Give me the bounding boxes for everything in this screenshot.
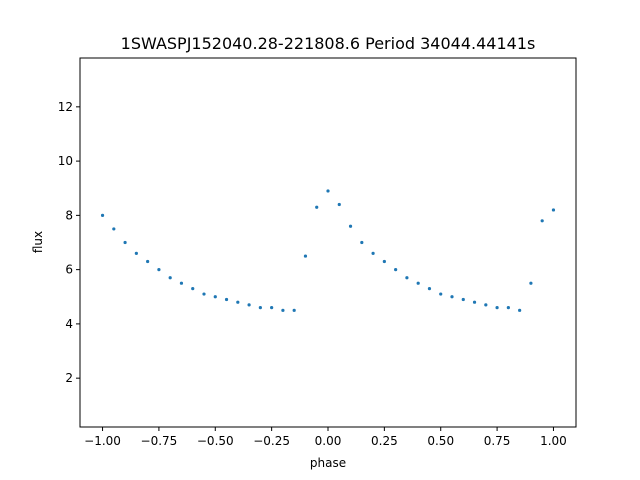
y-tick-label: 4 (65, 317, 73, 331)
data-point (394, 268, 398, 272)
y-tick-label: 6 (65, 263, 73, 277)
data-point (326, 189, 330, 193)
data-point (416, 281, 420, 285)
data-point (495, 306, 499, 310)
data-point (405, 276, 409, 280)
data-point (258, 306, 262, 310)
data-point (292, 308, 296, 312)
y-tick-label: 12 (58, 100, 73, 114)
data-point (112, 227, 116, 231)
data-point (518, 308, 522, 312)
data-point (168, 276, 172, 280)
data-point (270, 306, 274, 310)
data-point (236, 300, 240, 304)
x-axis: −1.00 −0.75 −0.50 −0.25 0.00 0.25 0.50 0.75 1.00 (84, 427, 567, 448)
data-point (348, 224, 353, 228)
data-point (472, 300, 477, 304)
data-point (202, 292, 206, 296)
data-point (382, 259, 386, 264)
data-point (315, 205, 319, 209)
data-point (461, 297, 465, 302)
data-point (540, 219, 544, 223)
data-point (360, 240, 364, 245)
scatter-points (100, 189, 556, 312)
data-point (506, 306, 510, 310)
data-point (224, 297, 229, 302)
data-point (529, 281, 533, 285)
x-tick-label: 0.25 (371, 434, 398, 448)
x-tick-label: 1.00 (540, 434, 567, 448)
data-point (213, 295, 217, 299)
data-point (371, 251, 375, 255)
y-axis: 2 4 6 8 10 12 (58, 100, 80, 385)
x-tick-label: 0.75 (484, 434, 511, 448)
data-point (484, 303, 488, 307)
x-tick-label: −0.25 (253, 434, 290, 448)
chart-title: 1SWASPJ152040.28-221808.6 Period 34044.4… (121, 34, 536, 53)
y-tick-label: 8 (65, 208, 73, 222)
x-axis-label: phase (310, 456, 346, 470)
data-point (281, 308, 285, 312)
data-point (247, 303, 251, 307)
x-tick-label: −0.75 (141, 434, 178, 448)
x-tick-label: 0.00 (315, 434, 342, 448)
data-point (146, 259, 150, 264)
y-axis-label: flux (31, 231, 45, 253)
y-tick-label: 10 (58, 154, 73, 168)
data-point (157, 268, 161, 272)
data-point (303, 254, 308, 258)
data-point (439, 292, 443, 296)
data-point (450, 295, 454, 299)
data-point (134, 251, 138, 255)
data-point (337, 202, 341, 207)
plot-frame (79, 57, 577, 428)
y-tick-label: 2 (65, 371, 73, 385)
x-tick-label: 0.50 (427, 434, 454, 448)
data-point (179, 281, 184, 285)
data-point (427, 287, 432, 291)
x-tick-label: −1.00 (84, 434, 121, 448)
data-point (123, 240, 127, 245)
x-tick-label: −0.50 (197, 434, 234, 448)
data-point (191, 287, 195, 291)
data-point (100, 213, 105, 217)
data-point (551, 208, 556, 212)
